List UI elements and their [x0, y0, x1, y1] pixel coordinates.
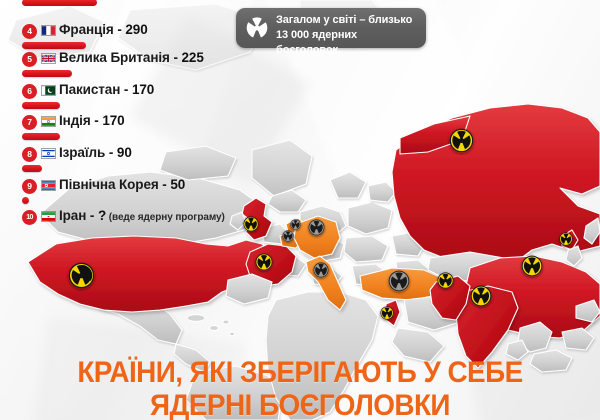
map-marker-italy [313, 262, 329, 278]
country-name: Іран [59, 208, 87, 223]
map-marker-belgium [282, 230, 294, 242]
page-title-line-2: ЯДЕРНІ БОЄГОЛОВКИ [150, 389, 450, 420]
country-ranking-list: 4 Франція - 290 5 Велика Британія - 225 … [0, 0, 262, 232]
flag-north-korea [41, 180, 56, 191]
map-marker-turkey [388, 270, 410, 292]
rank-badge: 8 [22, 147, 37, 162]
list-item-label: Франція - 290 [59, 22, 148, 37]
rank-bar [22, 197, 29, 204]
list-item[interactable]: 4 Франція - 290 [0, 22, 262, 54]
separator: - [105, 145, 117, 160]
map-marker-pakistan [437, 272, 454, 289]
map-marker-israel [380, 306, 394, 320]
flag-france [41, 25, 56, 36]
rank-badge: 4 [22, 24, 37, 39]
warhead-count: 90 [116, 145, 132, 160]
map-marker-india [470, 285, 492, 307]
list-item[interactable]: 10 Іран - ? (веде ядерну програму) [0, 208, 262, 240]
list-item[interactable]: 8 Ізраїль - 90 [0, 145, 262, 177]
rank-bar [22, 70, 72, 77]
list-item[interactable]: 7 Індія - 170 [0, 113, 262, 145]
warhead-count: 170 [102, 113, 125, 128]
separator: - [86, 208, 98, 223]
map-marker-netherlands [290, 219, 301, 230]
list-item-label: Велика Британія - 225 [59, 50, 204, 65]
separator: - [120, 82, 132, 97]
map-marker-russia [449, 128, 474, 153]
warhead-count: ? [97, 208, 107, 223]
warhead-count: 50 [170, 177, 186, 192]
page-title-line-1: КРАЇНИ, ЯКІ ЗБЕРІГАЮТЬ У СЕБЕ [77, 356, 523, 389]
map-marker-usa [68, 262, 95, 289]
rank-bar [22, 42, 86, 49]
warhead-count: 290 [125, 22, 148, 37]
rank-badge: 7 [22, 115, 37, 130]
separator: - [158, 177, 171, 192]
map-marker-uk [243, 216, 259, 232]
list-item[interactable]: 5 Велика Британія - 225 [0, 50, 262, 82]
flag-uk [41, 53, 56, 64]
country-name: Ізраїль [59, 145, 106, 160]
country-note: (веде ядерну програму) [106, 212, 225, 223]
country-name: Пакистан [59, 82, 121, 97]
rank-bar [22, 102, 60, 109]
rank-bar [22, 133, 60, 140]
warhead-count: 225 [181, 50, 204, 65]
flag-iran [41, 211, 56, 222]
callout-line-2: 13 000 ядерних боєголовок. [276, 29, 358, 56]
map-marker-france [255, 253, 273, 271]
callout-text: Загалом у світі – близько 13 000 ядерних… [276, 13, 420, 58]
map-marker-china [521, 255, 543, 277]
callout-line-1: Загалом у світі – близько [276, 14, 413, 26]
rank-bar [22, 165, 42, 172]
rank-badge: 9 [22, 179, 37, 194]
country-name: Індія [59, 113, 91, 128]
list-item[interactable]: 9 Північна Корея - 50 [0, 177, 262, 209]
list-item-label: Іран - ? (веде ядерну програму) [59, 208, 225, 223]
flag-india [41, 116, 56, 127]
list-item-label: Північна Корея - 50 [59, 177, 185, 192]
rank-badge: 10 [22, 210, 37, 225]
map-marker-germany [308, 219, 325, 236]
flag-pakistan [41, 85, 56, 96]
list-item[interactable]: 6 Пакистан - 170 [0, 82, 262, 114]
radiation-icon [244, 15, 270, 41]
list-item-label: Індія - 170 [59, 113, 125, 128]
country-name: Північна Корея [59, 177, 159, 192]
separator: - [169, 50, 182, 65]
total-warheads-callout: Загалом у світі – близько 13 000 ядерних… [236, 8, 426, 56]
map-marker-north-korea [559, 232, 573, 246]
rank-bar-cut-off [22, 0, 97, 6]
separator: - [90, 113, 103, 128]
rank-badge: 5 [22, 52, 37, 67]
rank-badge: 6 [22, 84, 37, 99]
country-name: Велика Британія [59, 50, 170, 65]
country-name: Франція [59, 22, 114, 37]
separator: - [113, 22, 126, 37]
page-title: КРАЇНИ, ЯКІ ЗБЕРІГАЮТЬ У СЕБЕ ЯДЕРНІ БОЄ… [21, 356, 579, 420]
flag-israel [41, 148, 56, 159]
list-item-label: Пакистан - 170 [59, 82, 154, 97]
list-item-label: Ізраїль - 90 [59, 145, 132, 160]
warhead-count: 170 [131, 82, 155, 97]
